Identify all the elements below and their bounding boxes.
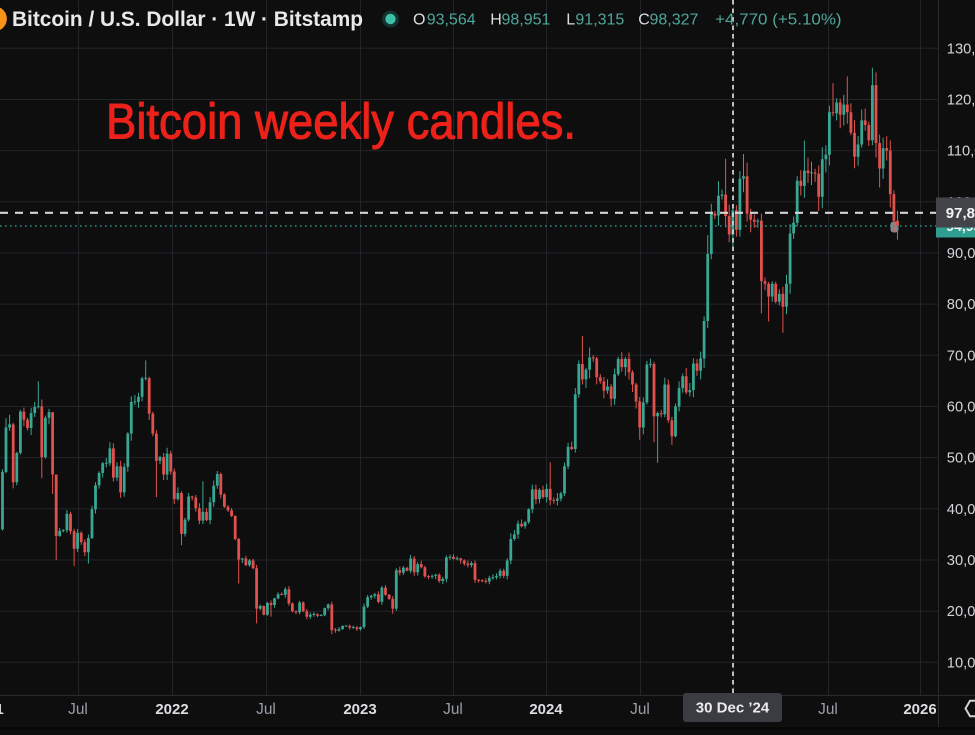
svg-text:80,000: 80,000 xyxy=(947,297,975,313)
svg-text:2024: 2024 xyxy=(529,701,563,718)
svg-text:30 Dec ’24: 30 Dec ’24 xyxy=(696,700,770,717)
svg-text:Jul: Jul xyxy=(256,701,276,718)
svg-text:70,000: 70,000 xyxy=(947,348,975,364)
svg-text:90,000: 90,000 xyxy=(947,246,975,262)
svg-text:Jul: Jul xyxy=(443,701,463,718)
svg-text:2022: 2022 xyxy=(155,701,188,718)
svg-text:H: H xyxy=(490,12,502,29)
svg-text:98,951: 98,951 xyxy=(502,12,551,29)
svg-text:97,8: 97,8 xyxy=(946,205,975,222)
svg-text:Bitcoin / U.S. Dollar · 1W · B: Bitcoin / U.S. Dollar · 1W · Bitstamp xyxy=(12,8,363,31)
svg-text:91,315: 91,315 xyxy=(575,12,624,29)
svg-text:C: C xyxy=(638,12,650,29)
svg-text:2023: 2023 xyxy=(343,701,376,718)
svg-text:40,000: 40,000 xyxy=(947,502,975,518)
svg-text:30,000: 30,000 xyxy=(947,553,975,569)
svg-text:130,000: 130,000 xyxy=(947,41,975,57)
svg-text:+4,770 (+5.10%): +4,770 (+5.10%) xyxy=(715,12,842,29)
svg-text:110,000: 110,000 xyxy=(947,144,975,160)
svg-text:Bitcoin weekly candles.: Bitcoin weekly candles. xyxy=(106,94,576,150)
svg-text:20,000: 20,000 xyxy=(947,604,975,620)
svg-text:Jul: Jul xyxy=(630,701,650,718)
svg-text:O: O xyxy=(413,12,425,29)
svg-text:2026: 2026 xyxy=(903,701,936,718)
svg-text:120,000: 120,000 xyxy=(947,93,975,109)
svg-text:10,000: 10,000 xyxy=(947,655,975,671)
svg-text:Jul: Jul xyxy=(68,701,88,718)
svg-text:93,564: 93,564 xyxy=(427,12,476,29)
svg-text:L: L xyxy=(566,12,575,29)
svg-text:Jul: Jul xyxy=(818,701,838,718)
svg-text:2021: 2021 xyxy=(0,701,4,718)
svg-text:60,000: 60,000 xyxy=(947,400,975,416)
svg-text:98,327: 98,327 xyxy=(650,12,699,29)
svg-text:50,000: 50,000 xyxy=(947,451,975,467)
